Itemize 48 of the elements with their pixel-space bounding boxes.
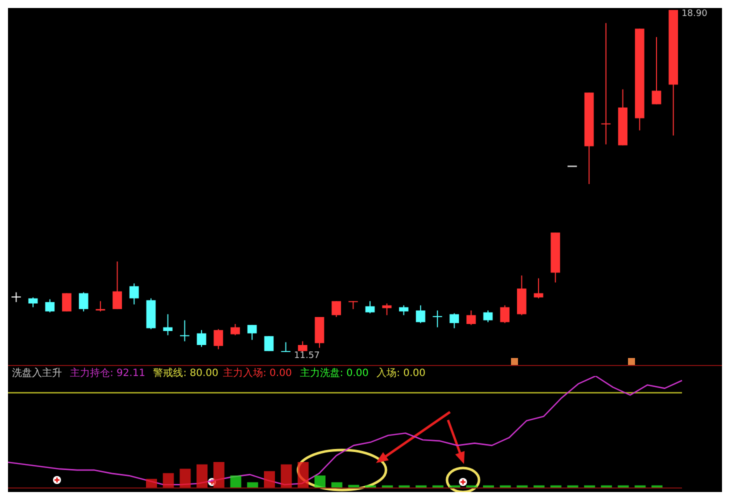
annotation: 18.90 [682,9,708,19]
candlestick [180,320,190,342]
candlestick [78,292,88,312]
candlestick [196,330,206,348]
bar [179,468,190,488]
candlestick [264,336,274,352]
candlestick [62,292,72,312]
candlestick [652,36,662,105]
annotation: 主力持仓: 92.11 [70,366,146,380]
candlestick [365,300,375,314]
candlestick [214,328,224,350]
candlestick [281,342,290,352]
bar [196,464,208,488]
candlestick [382,302,392,316]
candlestick [28,296,38,308]
candlestick [432,310,442,328]
bar [146,478,157,488]
bar [230,476,242,488]
candlestick [450,312,459,329]
annotation: 洗盘入主升 [12,366,62,380]
candlestick [230,324,240,336]
candlestick [12,292,21,303]
bar [264,471,275,488]
candlestick [163,314,173,336]
candlestick [399,304,408,316]
candlestick [466,310,476,326]
bar [314,476,326,488]
candlestick [247,324,257,340]
candlestick [601,22,611,145]
bar [297,462,308,488]
annotation: 11.57 [294,351,320,361]
candlestick [534,278,544,299]
bar [213,462,224,488]
bar [162,473,174,488]
annotation: 警戒线: 80.00 [153,366,218,380]
bar [280,464,292,488]
candlestick [332,300,342,318]
candlestick [112,260,122,310]
candlestick [416,304,426,324]
annotation: 入场: 0.00 [376,366,426,380]
candlestick [298,340,308,352]
annotation: 主力入场: 0.00 [223,366,292,380]
candlestick [96,300,106,312]
annotation: 主力洗盘: 0.00 [300,366,369,380]
candlestick [45,298,55,313]
candlestick [500,304,510,324]
candlestick [483,310,493,323]
candlestick [129,282,139,305]
